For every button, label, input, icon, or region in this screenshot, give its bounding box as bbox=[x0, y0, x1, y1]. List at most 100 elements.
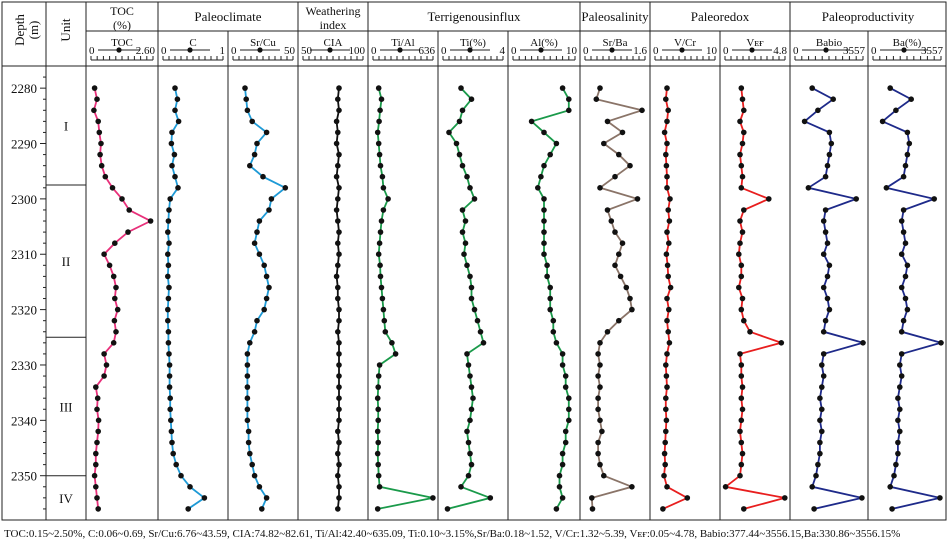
data-point bbox=[822, 173, 829, 180]
data-point bbox=[556, 484, 563, 490]
data-point bbox=[815, 107, 821, 114]
data-point bbox=[597, 461, 603, 468]
data-point bbox=[553, 340, 560, 346]
data-point bbox=[595, 439, 601, 446]
data-point bbox=[168, 417, 174, 424]
data-point bbox=[550, 317, 557, 324]
series-name-label: Ba(%) bbox=[893, 37, 922, 49]
data-point bbox=[101, 251, 107, 257]
data-point bbox=[462, 240, 469, 246]
data-point bbox=[112, 240, 118, 246]
data-point bbox=[378, 218, 385, 224]
data-point bbox=[893, 461, 899, 468]
series-line bbox=[376, 87, 434, 510]
axis-max-label: 2.60 bbox=[136, 45, 156, 57]
data-point bbox=[266, 284, 272, 291]
data-point bbox=[165, 317, 171, 324]
data-point bbox=[666, 218, 673, 224]
data-point bbox=[738, 417, 745, 424]
data-point bbox=[824, 162, 831, 169]
data-point bbox=[819, 384, 825, 390]
series-line bbox=[723, 88, 786, 510]
group-title: Paleoclimate bbox=[194, 9, 261, 24]
data-point bbox=[167, 395, 173, 402]
data-point bbox=[737, 240, 743, 246]
data-point bbox=[243, 96, 249, 102]
data-point bbox=[260, 173, 266, 180]
depth-header-unit: (m) bbox=[26, 21, 41, 40]
data-point bbox=[895, 417, 901, 424]
data-point bbox=[377, 229, 384, 235]
data-point bbox=[374, 506, 381, 512]
data-point bbox=[664, 317, 670, 324]
legend-marker bbox=[609, 47, 615, 53]
data-point bbox=[336, 251, 342, 257]
data-point bbox=[169, 129, 175, 136]
data-point bbox=[336, 107, 342, 114]
data-point bbox=[553, 140, 560, 147]
data-point bbox=[335, 450, 341, 457]
data-point bbox=[185, 506, 191, 512]
data-point bbox=[663, 162, 670, 169]
data-point bbox=[101, 373, 107, 379]
data-point bbox=[113, 284, 119, 291]
legend-marker bbox=[679, 47, 685, 53]
data-point bbox=[336, 461, 342, 468]
data-point bbox=[739, 295, 746, 302]
data-point bbox=[244, 417, 251, 424]
data-point bbox=[544, 273, 550, 280]
axis-min-label: 0 bbox=[441, 45, 447, 57]
data-point bbox=[375, 472, 382, 479]
data-point bbox=[468, 384, 475, 390]
data-point bbox=[336, 351, 342, 357]
data-point bbox=[900, 207, 907, 213]
data-point bbox=[663, 428, 669, 435]
data-point bbox=[938, 340, 944, 346]
data-point bbox=[608, 218, 615, 224]
data-point bbox=[566, 107, 572, 114]
data-point bbox=[617, 273, 624, 280]
data-point bbox=[333, 140, 340, 147]
data-point bbox=[887, 484, 893, 490]
data-point bbox=[663, 151, 669, 158]
data-point bbox=[663, 395, 669, 402]
data-point bbox=[616, 151, 622, 158]
data-point bbox=[738, 395, 745, 402]
data-point bbox=[639, 107, 645, 114]
data-point bbox=[465, 472, 472, 479]
data-point bbox=[737, 351, 743, 357]
depth-tick-label: 2330 bbox=[11, 358, 37, 373]
data-point bbox=[597, 362, 603, 368]
data-point bbox=[898, 251, 905, 257]
data-point bbox=[263, 129, 270, 136]
series-name-label: Vᴇғ bbox=[746, 37, 764, 49]
data-point bbox=[597, 417, 603, 424]
data-point bbox=[739, 406, 746, 413]
data-point bbox=[245, 428, 252, 435]
data-point bbox=[737, 151, 743, 158]
data-point bbox=[562, 428, 569, 435]
data-point bbox=[900, 229, 907, 235]
data-point bbox=[462, 218, 469, 224]
series-line bbox=[92, 87, 153, 509]
data-point bbox=[623, 284, 630, 291]
data-point bbox=[541, 251, 547, 257]
data-point bbox=[828, 140, 835, 147]
data-point bbox=[553, 506, 560, 512]
data-point bbox=[898, 373, 905, 379]
data-point bbox=[247, 162, 253, 169]
data-point bbox=[468, 295, 475, 302]
data-point bbox=[165, 340, 172, 346]
axis-max-label: 636 bbox=[419, 45, 436, 57]
data-point bbox=[782, 495, 788, 501]
series-line bbox=[590, 87, 646, 509]
axis-min-label: 50 bbox=[301, 45, 313, 57]
data-point bbox=[335, 506, 341, 512]
data-point bbox=[830, 96, 836, 102]
data-point bbox=[684, 495, 691, 501]
data-point bbox=[619, 240, 626, 246]
data-point bbox=[375, 384, 382, 390]
data-point bbox=[165, 262, 172, 269]
data-point bbox=[612, 229, 618, 235]
legend-marker bbox=[467, 47, 473, 53]
